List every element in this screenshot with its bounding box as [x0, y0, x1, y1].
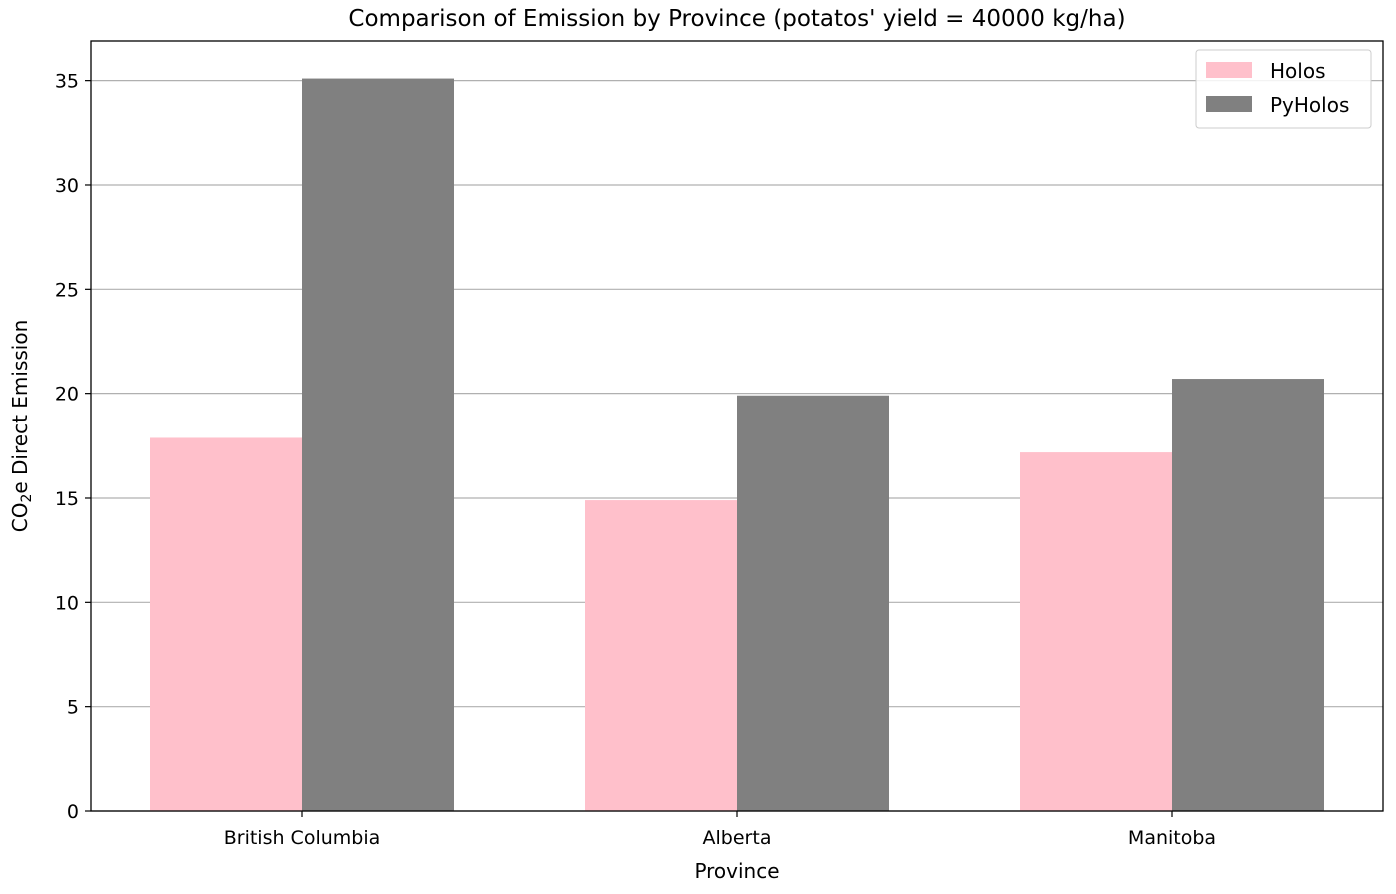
legend: Holos PyHolos — [1195, 49, 1372, 129]
y-axis-label-subscript: 2 — [19, 494, 35, 503]
x-tick-label: British Columbia — [224, 827, 381, 849]
bar-holos-manitoba — [1020, 452, 1172, 811]
y-tick-label: 10 — [55, 592, 79, 614]
chart-title: Comparison of Emission by Province (pota… — [348, 6, 1125, 32]
y-axis-label-suffix: e Direct Emission — [8, 320, 32, 494]
y-tick-label: 15 — [55, 488, 79, 510]
x-tick-label: Manitoba — [1128, 827, 1216, 849]
y-axis-label-prefix: CO — [8, 503, 32, 533]
y-axis-label: CO2e Direct Emission — [8, 320, 35, 533]
y-axis-ticks: 0 5 10 15 20 25 30 35 — [55, 71, 91, 823]
bar-pyholos-british-columbia — [302, 78, 454, 811]
y-tick-label: 0 — [67, 801, 79, 823]
bar-pyholos-manitoba — [1172, 379, 1324, 811]
legend-label-holos: Holos — [1270, 59, 1326, 83]
legend-swatch-holos — [1206, 62, 1252, 78]
bars — [150, 78, 1324, 811]
bar-holos-alberta — [585, 500, 737, 811]
x-tick-label: Alberta — [703, 827, 772, 849]
legend-label-pyholos: PyHolos — [1270, 93, 1349, 117]
y-tick-label: 20 — [55, 384, 79, 406]
x-axis-label: Province — [694, 859, 779, 883]
bar-holos-british-columbia — [150, 437, 302, 811]
y-tick-label: 30 — [55, 175, 79, 197]
y-tick-label: 5 — [67, 697, 79, 719]
x-axis-ticks: British Columbia Alberta Manitoba — [224, 811, 1216, 849]
legend-swatch-pyholos — [1206, 96, 1252, 112]
y-tick-label: 25 — [55, 279, 79, 301]
bar-pyholos-alberta — [737, 395, 889, 811]
y-tick-label: 35 — [55, 71, 79, 93]
